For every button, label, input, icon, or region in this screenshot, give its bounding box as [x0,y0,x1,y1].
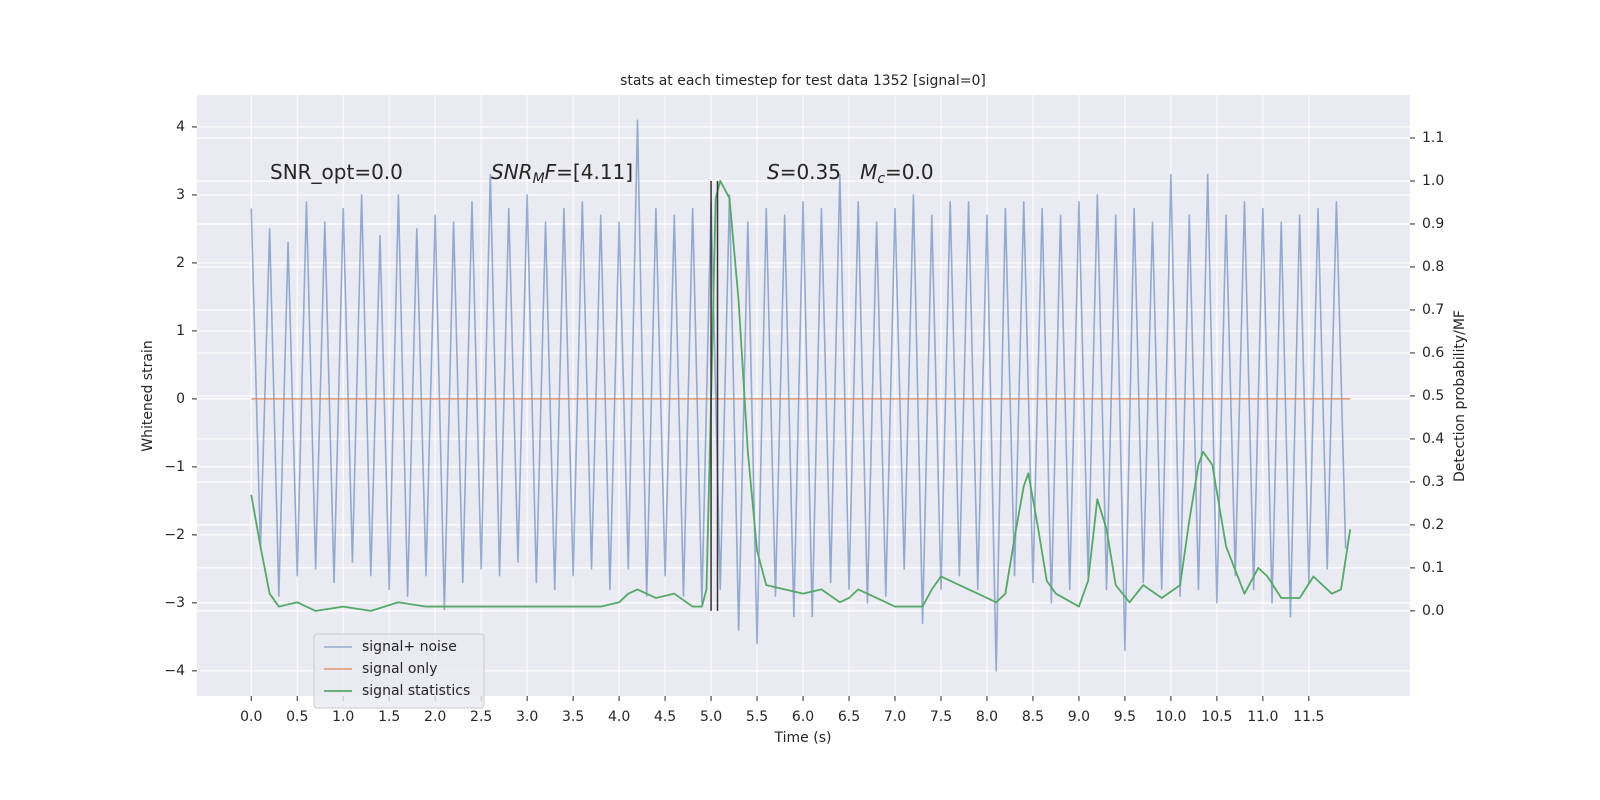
y2-tick-label: 0.8 [1422,259,1444,275]
x-tick-label: 11.0 [1247,709,1278,725]
y2-tick-label: 1.0 [1422,173,1444,189]
annotation: S=0.35 Mc=0.0 [767,160,934,188]
y2-tick-label: 0.4 [1422,431,1444,447]
y2-tick-label: 0.3 [1422,474,1444,490]
y-tick-label: 1 [176,323,185,339]
legend-label: signal+ noise [362,639,457,655]
x-tick-label: 8.5 [1022,709,1044,725]
legend-label: signal only [362,661,437,677]
annotation: SNR_opt=0.0 [270,160,403,184]
x-tick-label: 9.0 [1068,709,1090,725]
chart-title: stats at each timestep for test data 135… [620,73,986,89]
x-tick-label: 4.5 [654,709,676,725]
y2-tick-label: 0.7 [1422,302,1444,318]
series-line [250,180,1352,612]
annotation-part: S [767,160,780,184]
y2-tick-label: 0.0 [1422,603,1444,619]
series-line [250,119,1347,672]
annotation-part: SNR_opt=0.0 [270,160,403,184]
x-tick-label: 3.5 [562,709,584,725]
annotation-part: =0.0 [885,160,934,184]
x-tick-label: 3.0 [516,709,538,725]
x-tick-label: 5.0 [700,709,722,725]
x-tick-label: 8.0 [976,709,998,725]
x-tick-label: 11.5 [1293,709,1324,725]
x-tick-label: 1.5 [378,709,400,725]
x-axis-label: Time (s) [774,730,832,746]
y-tick-label: −3 [164,595,185,611]
x-tick-label: 5.5 [746,709,768,725]
y-tick-label: 0 [176,391,185,407]
annotation-part: M [860,160,877,184]
annotation: SNRMF=[4.11] [491,160,633,188]
x-tick-label: 7.0 [884,709,906,725]
x-tick-label: 9.5 [1114,709,1136,725]
x-tick-label: 4.0 [608,709,630,725]
y2-tick-label: 0.9 [1422,216,1444,232]
y-tick-label: −1 [164,459,185,475]
y-axis-label: Whitened strain [140,340,156,451]
y2-tick-label: 0.6 [1422,345,1444,361]
x-tick-label: 0.5 [286,709,308,725]
x-tick-label: 10.0 [1155,709,1186,725]
y-tick-label: 4 [176,119,185,135]
y-tick-label: −2 [164,527,185,543]
x-tick-label: 2.5 [470,709,492,725]
annotation-part: SNR [491,160,533,184]
y-tick-label: −4 [164,663,185,679]
x-tick-label: 0.0 [240,709,262,725]
x-tick-label: 2.0 [424,709,446,725]
y2-tick-label: 1.1 [1422,130,1444,146]
annotation-part: =[4.11] [556,160,633,184]
x-tick-label: 7.5 [930,709,952,725]
y2-tick-label: 0.2 [1422,517,1444,533]
y-tick-label: 2 [176,255,185,271]
annotation-part: M [533,171,545,187]
y2-tick-label: 0.5 [1422,388,1444,404]
legend-label: signal statistics [362,683,470,699]
x-tick-label: 6.5 [838,709,860,725]
y-tick-label: 3 [176,187,185,203]
x-tick-label: 10.5 [1201,709,1232,725]
annotation-part: F [545,160,557,184]
legend-box [313,633,485,709]
x-tick-label: 1.0 [332,709,354,725]
annotation-part: c [877,171,885,187]
y2-tick-label: 0.1 [1422,560,1444,576]
x-tick-label: 6.0 [792,709,814,725]
annotation-part: =0.35 [780,160,860,184]
y2-axis-label: Detection probability/MF [1452,310,1468,482]
